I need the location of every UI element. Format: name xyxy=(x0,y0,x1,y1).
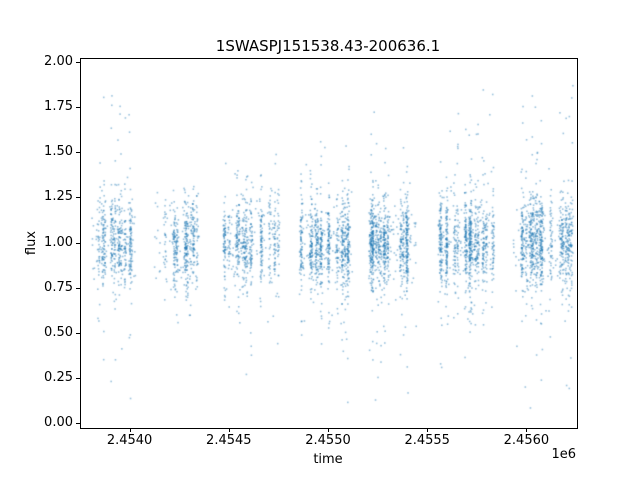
y-tick-mark xyxy=(76,106,80,108)
y-axis-label: flux xyxy=(24,230,39,256)
scatter-points-canvas xyxy=(81,59,577,428)
y-tick-mark xyxy=(76,242,80,244)
plot-area xyxy=(80,58,578,429)
y-tick-label: 0.00 xyxy=(44,415,73,431)
x-tick-label: 2.4550 xyxy=(305,433,351,448)
x-tick-label: 2.4555 xyxy=(404,433,450,448)
y-tick-mark xyxy=(76,61,80,63)
y-tick-mark xyxy=(76,287,80,289)
y-tick-label: 1.75 xyxy=(44,98,73,114)
x-tick-mark xyxy=(228,428,230,432)
x-tick-label: 2.4560 xyxy=(503,433,550,448)
y-tick-mark xyxy=(76,197,80,199)
y-tick-label: 0.75 xyxy=(44,279,73,295)
x-tick-mark xyxy=(129,428,131,432)
x-tick-label: 2.4540 xyxy=(106,433,153,448)
x-axis-label: time xyxy=(313,452,343,467)
y-tick-label: 2.00 xyxy=(44,53,73,69)
y-tick-mark xyxy=(76,378,80,380)
x-axis-offset-label: 1e6 xyxy=(551,447,576,462)
y-tick-label: 1.50 xyxy=(44,144,73,160)
y-tick-label: 1.25 xyxy=(44,189,73,205)
y-tick-label: 1.00 xyxy=(44,234,73,250)
y-tick-mark xyxy=(76,423,80,425)
y-tick-label: 0.25 xyxy=(44,370,73,386)
x-tick-mark xyxy=(427,428,429,432)
y-tick-mark xyxy=(76,332,80,334)
y-tick-label: 0.50 xyxy=(44,324,73,340)
x-tick-label: 2.4545 xyxy=(206,433,252,448)
y-tick-mark xyxy=(76,152,80,154)
x-tick-mark xyxy=(526,428,528,432)
x-tick-mark xyxy=(328,428,329,432)
chart-title: 1SWASPJ151538.43-200636.1 xyxy=(215,37,441,55)
